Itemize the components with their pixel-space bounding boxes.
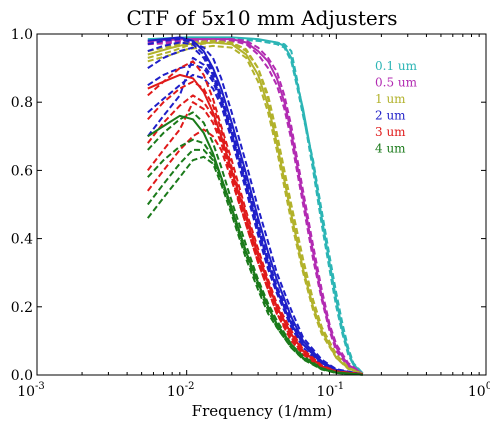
legend: 0.1 um 0.5 um 1 um 2 um 3 um 4 um [375,59,418,156]
series-4-curve-2 [147,80,363,376]
y-tick-label: 0.2 [11,300,33,316]
series-0-curve-2 [147,38,364,374]
series-3-curve-1 [147,38,363,376]
series-2-curve-3 [147,39,364,375]
legend-entry: 2 um [375,109,406,123]
series-5-curve-3 [147,148,363,376]
series-1-curve-1 [147,38,364,375]
legend-entry: 3 um [375,125,406,139]
y-tick-label: 0.8 [11,95,33,111]
series-3-curve-0 [147,36,363,376]
x-tick-label: 100 [468,381,490,400]
x-tick-exponent: -1 [334,381,344,392]
legend-entry: 0.1 um [375,59,418,73]
series-5-curve-1 [147,111,363,376]
series-3-curve-5 [147,73,363,376]
x-tick-exponent: -3 [35,381,45,392]
series-5-curve-4 [147,155,363,376]
series-curves [147,36,364,376]
axis-ticks: 0.00.20.40.60.81.010-3 10-2 10-1 100 [11,27,490,400]
x-axis-label: Frequency (1/mm) [192,402,333,420]
legend-entry: 0.5 um [375,76,418,90]
legend-entry: 4 um [375,142,406,156]
series-3-curve-4 [147,63,363,376]
y-tick-label: 0.0 [11,368,33,384]
series-4-curve-5 [147,128,363,376]
series-0-curve-0 [147,36,364,375]
series-1-curve-2 [147,39,364,375]
x-tick-exponent: 0 [486,381,490,392]
y-tick-label: 1.0 [11,27,33,43]
legend-entry: 1 um [375,92,406,106]
y-tick-label: 0.6 [11,163,33,179]
y-tick-label: 0.4 [11,232,33,248]
chart-title: CTF of 5x10 mm Adjusters [126,6,397,30]
plot-frame [36,33,487,376]
x-tick-exponent: -2 [185,381,195,392]
